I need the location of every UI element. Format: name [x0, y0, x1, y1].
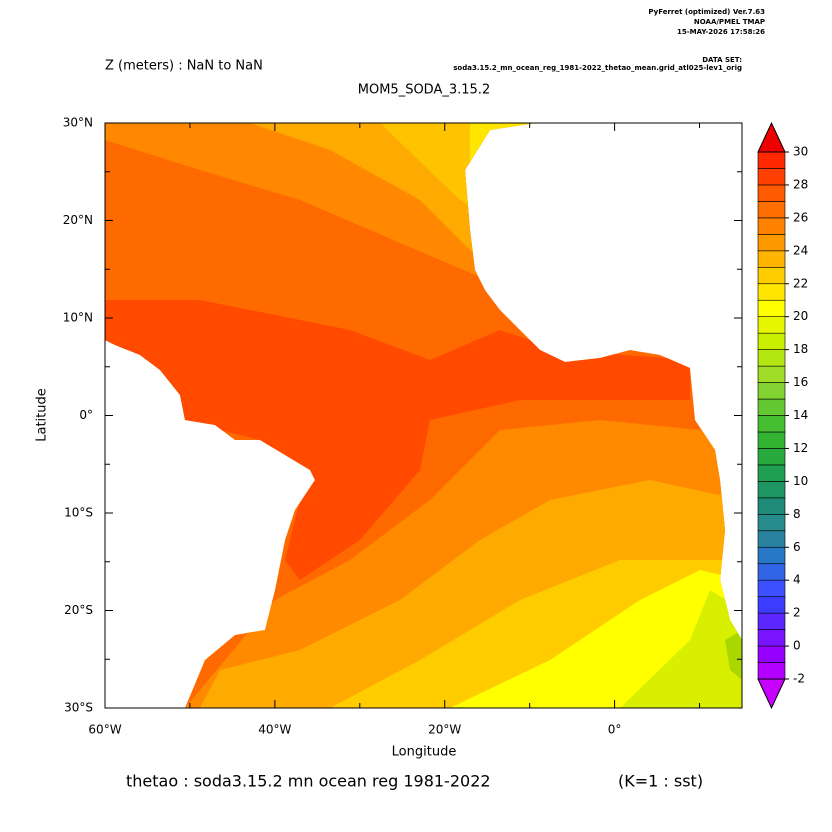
- colorbar-band: [757, 332, 786, 350]
- colorbar-band: [757, 201, 786, 219]
- colorbar-tick-label: 4: [793, 573, 801, 587]
- colorbar-band: [757, 184, 786, 202]
- x-axis-label: Longitude: [392, 745, 457, 760]
- colorbar-band: [757, 299, 786, 317]
- y-tick-label: 30°S: [64, 701, 93, 715]
- colorbar-band: [757, 629, 786, 647]
- x-tick-label: 60°W: [88, 723, 121, 737]
- y-tick-label: 30°N: [63, 116, 93, 130]
- colorbar-band: [757, 217, 786, 235]
- colorbar-band: [757, 448, 786, 466]
- colorbar-band: [757, 250, 786, 268]
- y-tick-label: 10°N: [63, 311, 93, 325]
- colorbar-band: [757, 645, 786, 663]
- x-tick-label: 20°W: [428, 723, 461, 737]
- colorbar-tick-label: 12: [793, 441, 808, 455]
- footer-variable: thetao : soda3.15.2 mn ocean reg 1981-20…: [126, 772, 491, 791]
- x-tick-label: 0°: [608, 723, 622, 737]
- footer-level: (K=1 : sst): [618, 772, 703, 791]
- colorbar-tick-label: 18: [793, 342, 808, 356]
- colorbar-band: [757, 168, 786, 186]
- colorbar-band: [757, 431, 786, 449]
- colorbar-tick-label: 20: [793, 309, 808, 323]
- colorbar-tick-label: 8: [793, 507, 801, 521]
- y-tick-label: 10°S: [64, 506, 93, 520]
- colorbar-tick-label: 28: [793, 177, 808, 191]
- colorbar-band: [757, 316, 786, 334]
- colorbar-tick-label: 22: [793, 276, 808, 290]
- y-axis-label: Latitude: [35, 388, 50, 442]
- colorbar-tick-label: 24: [793, 243, 808, 257]
- colorbar-tick-label: 10: [793, 474, 808, 488]
- colorbar-band: [757, 563, 786, 581]
- colorbar-tick-label: 0: [793, 639, 801, 653]
- title: MOM5_SODA_3.15.2: [358, 83, 490, 98]
- colorbar-band: [757, 481, 786, 499]
- y-tick-label: 20°N: [63, 213, 93, 227]
- colorbar-band: [757, 382, 786, 400]
- colorbar-tick-label: 2: [793, 606, 801, 620]
- software: PyFerret (optimized) Ver.7.63: [648, 8, 765, 16]
- temperature-field: [105, 123, 742, 708]
- y-tick-label: 20°S: [64, 603, 93, 617]
- colorbar-band: [757, 266, 786, 285]
- dataset-label: DATA SET:: [702, 56, 742, 64]
- y-tick-label: 0°: [79, 408, 93, 422]
- colorbar-band: [757, 596, 786, 614]
- dataset: soda3.15.2_mn_ocean_reg_1981-2022_thetao…: [453, 64, 742, 72]
- colorbar-band: [757, 530, 786, 548]
- colorbar-band: [757, 464, 786, 482]
- colorbar-band: [757, 497, 786, 515]
- depth: Z (meters) : NaN to NaN: [105, 59, 263, 74]
- colorbar-band: [757, 151, 786, 169]
- colorbar-band: [757, 415, 786, 433]
- colorbar-band: [757, 283, 786, 301]
- colorbar-band: [757, 234, 786, 252]
- colorbar-band: [757, 398, 786, 416]
- colorbar-band: [757, 579, 786, 597]
- colorbar-tick-label: 6: [793, 540, 801, 554]
- colorbar-band: [757, 546, 786, 565]
- colorbar-band: [757, 365, 786, 383]
- colorbar-tick-label: -2: [793, 672, 805, 686]
- colorbar-band: [757, 514, 786, 532]
- colorbar-under: [757, 678, 786, 710]
- x-tick-label: 40°W: [258, 723, 291, 737]
- colorbar-band: [757, 612, 786, 630]
- colorbar-tick-label: 30: [793, 145, 808, 159]
- colorbar-tick-label: 16: [793, 375, 808, 389]
- colorbar-band: [757, 349, 786, 367]
- colorbar-tick-label: 26: [793, 210, 808, 224]
- colorbar-tick-label: 14: [793, 408, 808, 422]
- lab: NOAA/PMEL TMAP: [694, 18, 765, 26]
- timestamp: 15-MAY-2026 17:58:26: [677, 28, 765, 36]
- colorbar-over: [757, 121, 786, 153]
- colorbar-band: [757, 662, 786, 680]
